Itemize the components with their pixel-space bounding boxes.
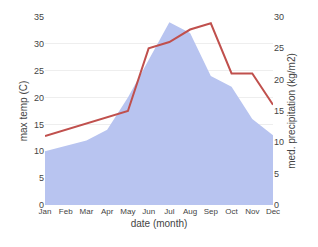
svg-text:Jan: Jan [39, 207, 52, 216]
svg-text:Feb: Feb [59, 207, 73, 216]
svg-text:0: 0 [274, 200, 279, 210]
svg-text:10: 10 [274, 137, 284, 147]
svg-text:20: 20 [274, 75, 284, 85]
svg-text:May: May [120, 207, 135, 216]
svg-text:15: 15 [34, 120, 44, 130]
svg-text:max temp (C): max temp (C) [18, 81, 29, 142]
svg-text:Jun: Jun [142, 207, 155, 216]
svg-text:35: 35 [34, 12, 44, 22]
svg-text:10: 10 [34, 146, 44, 156]
svg-text:5: 5 [274, 169, 279, 179]
svg-text:med. precipitation (kg/m2): med. precipitation (kg/m2) [286, 53, 297, 169]
svg-text:25: 25 [34, 66, 44, 76]
svg-text:Dec: Dec [266, 207, 280, 216]
svg-text:5: 5 [39, 173, 44, 183]
svg-text:20: 20 [34, 93, 44, 103]
svg-text:30: 30 [34, 39, 44, 49]
svg-text:15: 15 [274, 106, 284, 116]
svg-text:Oct: Oct [225, 207, 238, 216]
svg-text:Nov: Nov [245, 207, 259, 216]
svg-text:25: 25 [274, 43, 284, 53]
svg-text:Mar: Mar [80, 207, 94, 216]
svg-text:Aug: Aug [183, 207, 197, 216]
svg-text:0: 0 [39, 200, 44, 210]
svg-text:30: 30 [274, 12, 284, 22]
svg-text:date (month): date (month) [131, 218, 188, 229]
svg-text:Jul: Jul [164, 207, 174, 216]
svg-text:Sep: Sep [204, 207, 219, 216]
svg-text:Apr: Apr [101, 207, 114, 216]
